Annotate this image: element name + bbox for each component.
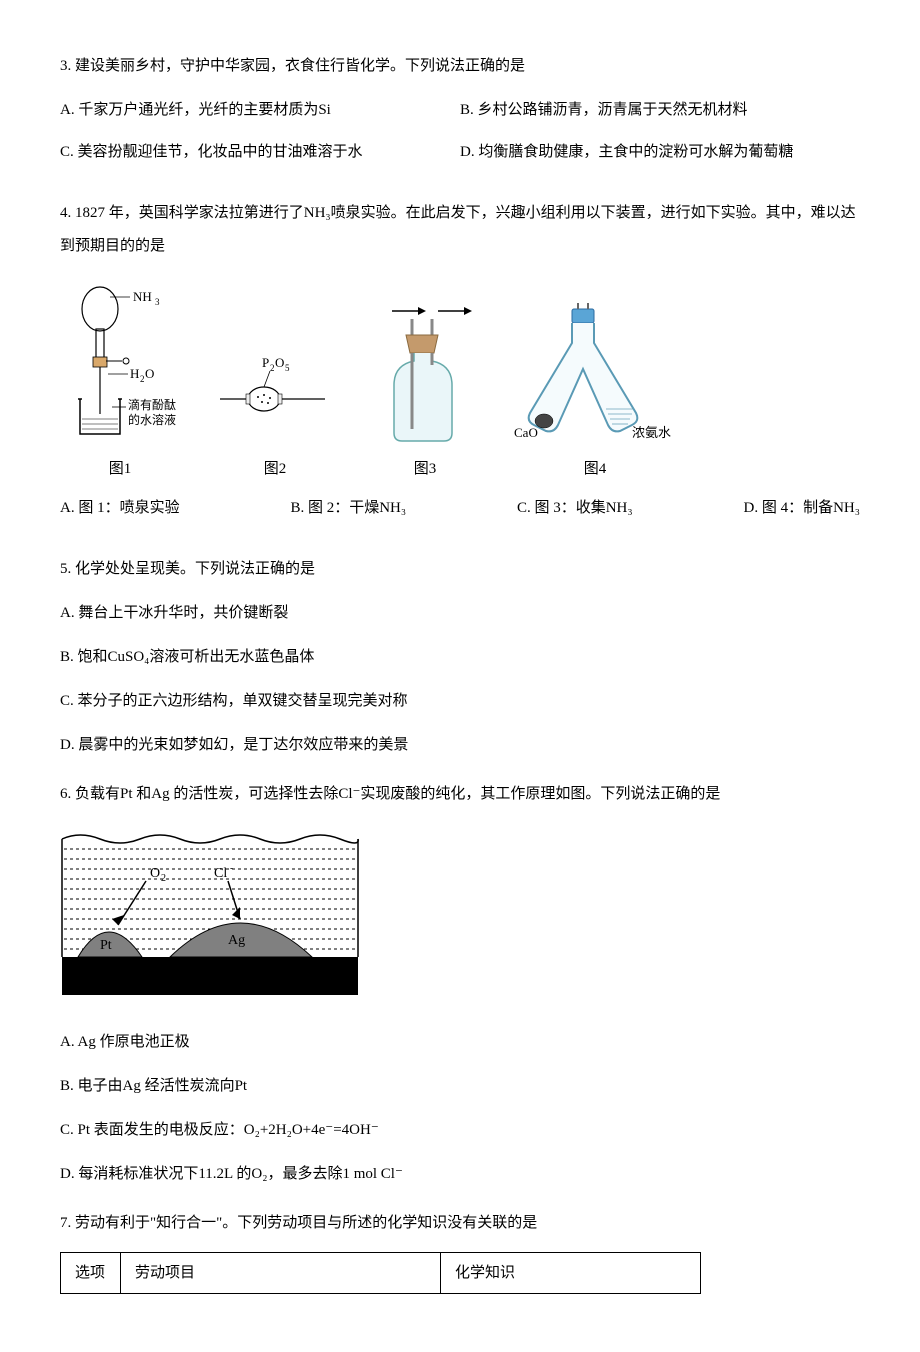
q6-options: A. Ag 作原电池正极 B. 电子由Ag 经活性炭流向Pt C. Pt 表面发…	[60, 1027, 860, 1189]
y-tube-icon: CaO 浓氨水	[510, 299, 680, 449]
phenolphthalein-label2: 的水溶液	[128, 412, 176, 427]
question-4: 4. 1827 年，英国科学家法拉第进行了NH₃喷泉实验。在此启发下，兴趣小组利…	[60, 197, 860, 535]
svg-text:2: 2	[161, 873, 166, 884]
q4-option-c: C. 图 3：收集NH₃	[517, 493, 633, 523]
q4-option-a: A. 图 1：喷泉实验	[60, 493, 180, 523]
q4-fig4-label: 图4	[584, 457, 607, 481]
q4-fig3: 图3	[370, 299, 480, 481]
q6-option-b: B. 电子由Ag 经活性炭流向Pt	[60, 1071, 860, 1101]
q4-fig1-label: 图1	[109, 457, 132, 481]
q3-option-d: D. 均衡膳食助健康，主食中的淀粉可水解为葡萄糖	[460, 137, 860, 167]
q4-fig2-label: 图2	[264, 457, 287, 481]
ammonia-label: 浓氨水	[632, 425, 671, 440]
table-row: 选项 劳动项目 化学知识	[61, 1253, 701, 1294]
q6-option-d: D. 每消耗标准状况下11.2L 的O₂，最多去除1 mol Cl⁻	[60, 1159, 860, 1189]
q3-options: A. 千家万户通光纤，光纤的主要材质为Si B. 乡村公路铺沥青，沥青属于天然无…	[60, 95, 860, 179]
q4-fig2: P 2 O 5 图2	[210, 349, 340, 481]
cao-label: CaO	[514, 425, 538, 440]
nh3-label: NH	[133, 289, 152, 304]
h2o-label: H	[130, 366, 139, 381]
q4-text: 4. 1827 年，英国科学家法拉第进行了NH₃喷泉实验。在此启发下，兴趣小组利…	[60, 197, 860, 263]
q3-text: 3. 建设美丽乡村，守护中华家园，衣食住行皆化学。下列说法正确的是	[60, 50, 860, 83]
question-7: 7. 劳动有利于"知行合一"。下列劳动项目与所述的化学知识没有关联的是 选项 劳…	[60, 1207, 860, 1294]
drying-tube-icon: P 2 O 5	[210, 349, 340, 449]
nh3-sub: 3	[155, 297, 160, 307]
q7-table: 选项 劳动项目 化学知识	[60, 1252, 701, 1294]
q3-option-b: B. 乡村公路铺沥青，沥青属于天然无机材料	[460, 95, 860, 125]
q6-text: 6. 负载有Pt 和Ag 的活性炭，可选择性去除Cl⁻实现废酸的纯化，其工作原理…	[60, 778, 860, 811]
q5-option-b: B. 饱和CuSO₄溶液可析出无水蓝色晶体	[60, 642, 860, 672]
q7-text: 7. 劳动有利于"知行合一"。下列劳动项目与所述的化学知识没有关联的是	[60, 1207, 860, 1240]
q5-options: A. 舞台上干冰升华时，共价键断裂 B. 饱和CuSO₄溶液可析出无水蓝色晶体 …	[60, 598, 860, 760]
phenolphthalein-label1: 滴有酚酞	[128, 397, 176, 412]
q5-option-d: D. 晨雾中的光束如梦如幻，是丁达尔效应带来的美景	[60, 730, 860, 760]
cl-label: Cl	[214, 866, 227, 881]
question-3: 3. 建设美丽乡村，守护中华家园，衣食住行皆化学。下列说法正确的是 A. 千家万…	[60, 50, 860, 179]
svg-text:-: -	[230, 863, 233, 874]
q4-fig3-label: 图3	[414, 457, 437, 481]
q4-fig1: NH 3 H 2 O 滴有酚酞 的水溶液 图1	[60, 279, 180, 481]
fountain-diagram-icon: NH 3 H 2 O 滴有酚酞 的水溶液	[60, 279, 180, 449]
q4-option-d: D. 图 4：制备NH₃	[743, 493, 859, 523]
question-5: 5. 化学处处呈现美。下列说法正确的是 A. 舞台上干冰升华时，共价键断裂 B.…	[60, 553, 860, 760]
svg-text:2: 2	[140, 374, 145, 384]
q3-option-c: C. 美容扮靓迎佳节，化妆品中的甘油难溶于水	[60, 137, 460, 167]
q4-fig4: CaO 浓氨水 图4	[510, 299, 680, 481]
question-6: 6. 负载有Pt 和Ag 的活性炭，可选择性去除Cl⁻实现废酸的纯化，其工作原理…	[60, 778, 860, 1189]
electrochemistry-diagram-icon: Pt Ag O 2 Cl -	[60, 829, 360, 999]
q5-text: 5. 化学处处呈现美。下列说法正确的是	[60, 553, 860, 586]
ag-label: Ag	[228, 933, 245, 948]
pt-label: Pt	[100, 938, 112, 953]
q3-option-a: A. 千家万户通光纤，光纤的主要材质为Si	[60, 95, 460, 125]
p2o5-label: P	[262, 355, 269, 370]
q4-options: A. 图 1：喷泉实验 B. 图 2：干燥NH₃ C. 图 3：收集NH₃ D.…	[60, 493, 860, 535]
svg-text:O: O	[145, 366, 154, 381]
q7-th3: 化学知识	[441, 1253, 701, 1294]
q5-option-a: A. 舞台上干冰升华时，共价键断裂	[60, 598, 860, 628]
q6-option-c: C. Pt 表面发生的电极反应：O₂+2H₂O+4e⁻=4OH⁻	[60, 1115, 860, 1145]
q6-diagram: Pt Ag O 2 Cl -	[60, 829, 860, 1007]
svg-text:2: 2	[270, 363, 275, 373]
svg-text:5: 5	[285, 363, 290, 373]
o2-label: O	[150, 866, 160, 881]
q7-th2: 劳动项目	[121, 1253, 441, 1294]
q4-option-b: B. 图 2：干燥NH₃	[290, 493, 406, 523]
svg-text:O: O	[275, 355, 284, 370]
q6-option-a: A. Ag 作原电池正极	[60, 1027, 860, 1057]
q5-option-c: C. 苯分子的正六边形结构，单双键交替呈现完美对称	[60, 686, 860, 716]
q7-th1: 选项	[61, 1253, 121, 1294]
gas-bottle-icon	[370, 299, 480, 449]
q4-figures: NH 3 H 2 O 滴有酚酞 的水溶液 图1 P 2 O 5	[60, 279, 860, 481]
